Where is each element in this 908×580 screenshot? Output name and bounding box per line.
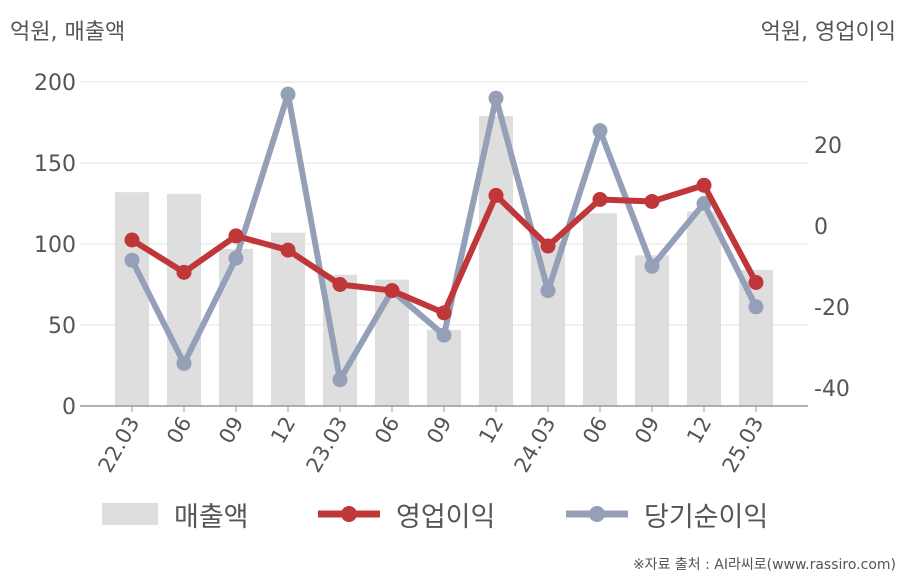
net-income-point — [176, 355, 192, 371]
net-income-point — [332, 372, 348, 388]
y-left-tick-label: 100 — [34, 233, 76, 258]
revenue-bar — [739, 269, 773, 406]
x-tick-label: 06 — [370, 413, 404, 448]
net-income-point — [228, 250, 244, 266]
operating-profit-point — [124, 232, 140, 248]
operating-profit-point — [644, 193, 660, 209]
revenue-bar — [167, 193, 201, 406]
y-right-tick-label: 20 — [814, 134, 842, 159]
operating-profit-point — [176, 264, 192, 280]
legend-label-net-income: 당기순이익 — [644, 501, 769, 533]
y-right-tick-label: 0 — [814, 215, 828, 240]
legend-swatch-operating-profit — [318, 506, 380, 522]
net-income-point — [748, 299, 764, 315]
net-income-point — [592, 123, 608, 139]
revenue-bar — [271, 232, 305, 406]
x-tick-label: 24.03 — [509, 413, 560, 477]
legend-swatch-net-income — [566, 506, 628, 522]
revenue-bar — [583, 213, 617, 406]
revenue-bar — [687, 211, 721, 406]
operating-profit-point — [592, 191, 608, 207]
x-tick-label: 25.03 — [717, 413, 768, 477]
x-tick-label: 06 — [578, 413, 612, 448]
x-tick-label: 09 — [422, 413, 456, 448]
operating-profit-point — [696, 177, 712, 193]
x-tick-label: 22.03 — [93, 413, 144, 477]
net-income-point — [696, 196, 712, 211]
x-tick-label: 06 — [162, 413, 196, 448]
x-tick-label: 23.03 — [301, 413, 352, 477]
operating-profit-point — [748, 274, 764, 290]
legend: 매출액 영업이익 당기순이익 — [0, 494, 908, 534]
net-income-point — [124, 252, 140, 268]
operating-profit-point — [280, 242, 296, 258]
y-left-tick-label: 150 — [34, 152, 76, 177]
revenue-bar — [531, 240, 565, 406]
x-tick-label: 09 — [214, 413, 248, 448]
y-left-tick-label: 200 — [34, 71, 76, 96]
y-left-tick-label: 0 — [62, 395, 76, 420]
x-tick-label: 09 — [630, 413, 664, 448]
operating-profit-point — [228, 228, 244, 244]
legend-label-operating-profit: 영업이익 — [396, 501, 496, 533]
legend-label-revenue: 매출액 — [174, 501, 249, 533]
right-axis-unit: 억원, 영업이익 — [760, 20, 896, 45]
left-axis-unit: 억원, 매출액 — [10, 20, 126, 45]
source-note: ※자료 출처 : AI라씨로(www.rassiro.com) — [632, 557, 896, 573]
line-series — [124, 86, 764, 388]
y-right-tick-label: -20 — [814, 296, 850, 321]
revenue-bar — [479, 116, 513, 407]
revenue-bar — [115, 192, 149, 406]
legend-swatch-revenue — [102, 503, 158, 525]
legend-item-net-income: 당기순이익 — [566, 494, 768, 534]
operating-profit-point — [384, 283, 400, 299]
axes — [80, 405, 808, 412]
x-tick-label: 12 — [266, 413, 300, 448]
net-income-point — [644, 258, 660, 274]
revenue-bar — [635, 255, 669, 406]
net-income-point — [540, 283, 556, 299]
operating-profit-point — [488, 187, 504, 203]
y-right-tick-label: -40 — [814, 377, 850, 402]
x-tick-label: 12 — [682, 413, 716, 448]
operating-profit-point — [436, 305, 452, 321]
y-left-tick-label: 50 — [48, 314, 76, 339]
operating-profit-point — [332, 277, 348, 292]
net-income-point — [280, 86, 296, 102]
net-income-point — [436, 327, 452, 343]
x-tick-label: 12 — [474, 413, 508, 448]
legend-item-revenue: 매출액 — [102, 494, 249, 534]
bar-series — [115, 116, 773, 407]
legend-item-operating-profit: 영업이익 — [318, 494, 495, 534]
operating-profit-point — [540, 238, 556, 254]
net-income-point — [488, 90, 504, 106]
revenue-bar — [219, 248, 253, 406]
